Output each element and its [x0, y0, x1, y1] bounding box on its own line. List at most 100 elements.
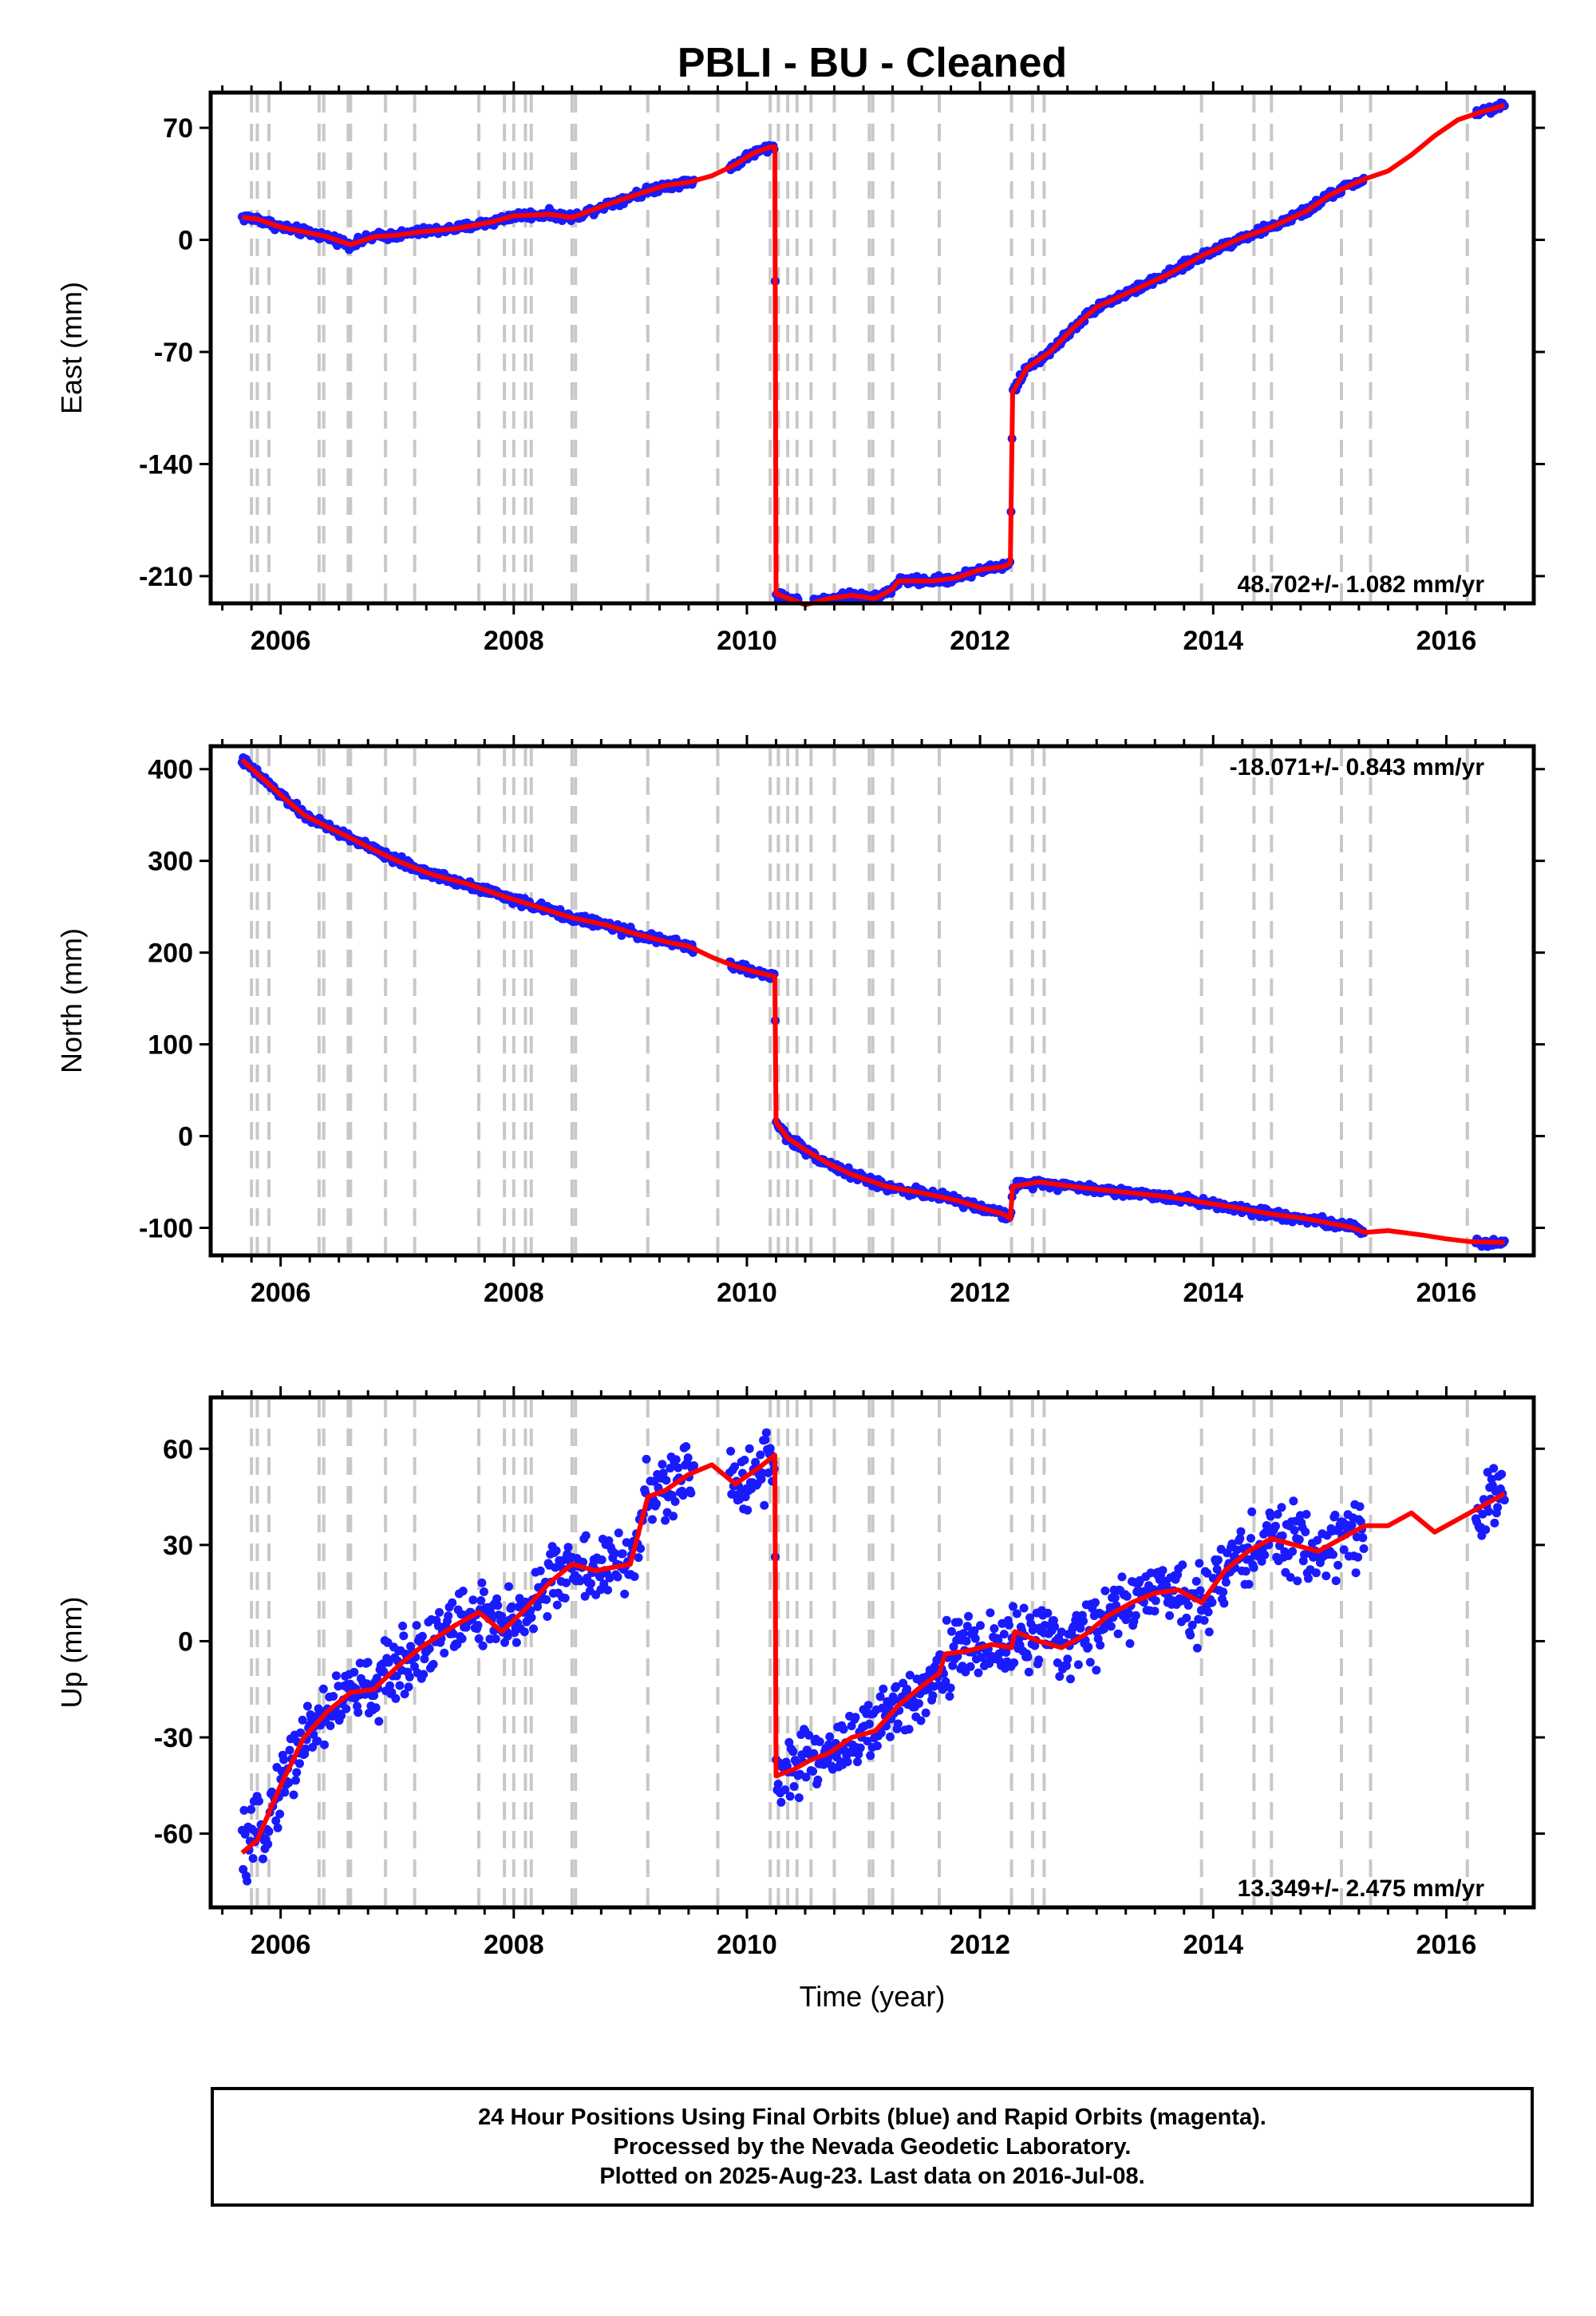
data-point [533, 1602, 542, 1611]
data-point [794, 1793, 804, 1803]
data-point [243, 1876, 252, 1886]
data-point [1079, 1616, 1088, 1626]
data-point [440, 1648, 449, 1658]
data-point [1150, 1607, 1159, 1616]
data-point [1278, 1531, 1287, 1540]
x-tick-label: 2012 [950, 1930, 1010, 1960]
data-point [765, 1444, 775, 1453]
data-point [1187, 1620, 1197, 1630]
data-point [740, 1456, 749, 1464]
data-point [504, 1582, 513, 1591]
data-point [1321, 1571, 1331, 1581]
y-tick-label: 60 [163, 1434, 193, 1464]
data-point [1092, 1666, 1101, 1675]
x-axis-label: Time (year) [800, 1980, 946, 2013]
y-tick-label: 300 [148, 847, 193, 877]
data-point [476, 1596, 486, 1605]
y-tick-label: 0 [178, 1626, 193, 1657]
data-point [1260, 1550, 1270, 1559]
data-point [986, 1608, 995, 1618]
data-point [839, 1725, 848, 1734]
x-tick-label: 2014 [1183, 1278, 1243, 1308]
data-point [760, 1435, 770, 1445]
data-point [527, 1613, 536, 1622]
data-point [1497, 1469, 1507, 1479]
data-point [1182, 1613, 1191, 1622]
data-point [391, 1694, 401, 1703]
data-point [1151, 1596, 1160, 1606]
x-tick-label: 2016 [1416, 1930, 1477, 1960]
x-tick-label: 2008 [484, 1278, 544, 1308]
data-point [458, 1587, 468, 1596]
data-point [1023, 1652, 1033, 1662]
data-point [575, 1576, 585, 1586]
data-point [1302, 1510, 1311, 1519]
data-point [614, 1528, 623, 1538]
data-point [1178, 1560, 1187, 1570]
data-point [264, 1827, 274, 1836]
data-point [618, 1549, 627, 1559]
data-point [903, 1685, 912, 1694]
rate-annotation: 13.349+/- 2.475 mm/yr [1238, 1875, 1485, 1902]
data-point [350, 1667, 359, 1677]
data-point [542, 1595, 551, 1604]
data-point [761, 1428, 771, 1437]
data-point [263, 1840, 273, 1849]
caption-line: Plotted on 2025-Aug-23. Last data on 201… [599, 2163, 1145, 2189]
data-point [785, 1792, 795, 1801]
data-point [788, 1747, 798, 1757]
data-point [535, 1566, 545, 1575]
data-point [275, 1809, 285, 1819]
data-point [295, 1759, 304, 1769]
data-point [301, 1744, 310, 1753]
rate-annotation: -18.071+/- 0.843 mm/yr [1230, 754, 1485, 781]
data-point [815, 1737, 824, 1746]
data-point [363, 1658, 373, 1667]
y-tick-label: 0 [178, 1122, 193, 1152]
data-point [970, 1626, 979, 1635]
data-point [669, 1512, 678, 1521]
data-point [1091, 1598, 1100, 1607]
data-point [1311, 1568, 1321, 1578]
data-point [1219, 1599, 1229, 1608]
data-point [1347, 1520, 1357, 1530]
data-point [1195, 1559, 1204, 1568]
data-point [1331, 1576, 1341, 1586]
data-point [1304, 1574, 1313, 1583]
data-point [1165, 1611, 1175, 1620]
data-point [507, 1602, 516, 1611]
data-point [560, 1594, 570, 1603]
data-point [1066, 1674, 1075, 1684]
data-point [1227, 1539, 1237, 1548]
data-point [491, 1634, 500, 1643]
data-point [1005, 1620, 1013, 1630]
data-point [1289, 1496, 1298, 1506]
data-point [326, 1721, 335, 1730]
data-point [1290, 1526, 1299, 1535]
data-point [398, 1621, 408, 1630]
y-axis-label: Up (mm) [55, 1597, 88, 1709]
data-point [773, 1780, 783, 1788]
data-point [941, 1677, 950, 1686]
data-point [1333, 1560, 1343, 1570]
data-point [756, 1450, 765, 1460]
data-point [1009, 1602, 1017, 1611]
data-point [964, 1611, 974, 1621]
data-point [847, 1721, 856, 1731]
data-point [888, 1692, 898, 1701]
data-point [1012, 1609, 1021, 1618]
data-point [1294, 1535, 1304, 1544]
data-point [1313, 1535, 1322, 1545]
data-point [1271, 1521, 1280, 1531]
data-point [658, 1460, 667, 1469]
data-point [905, 1670, 915, 1680]
data-point [1158, 1566, 1167, 1575]
data-point [916, 1716, 926, 1725]
data-point [478, 1641, 488, 1650]
data-point [448, 1598, 457, 1607]
x-tick-label: 2014 [1183, 626, 1243, 656]
data-point [652, 1499, 661, 1508]
x-tick-label: 2014 [1183, 1930, 1243, 1960]
data-point [636, 1543, 646, 1553]
data-point [686, 1488, 696, 1498]
